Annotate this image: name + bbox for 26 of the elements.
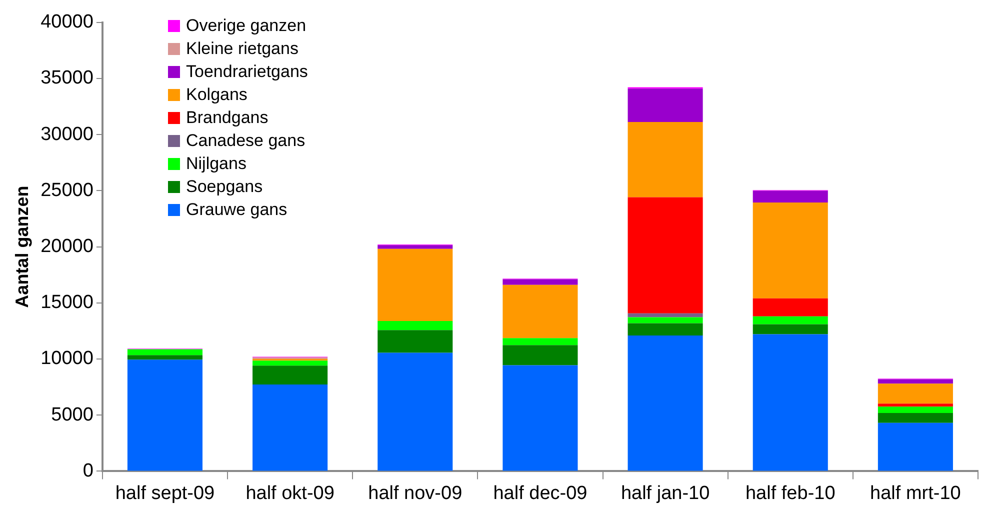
y-tick-label: 40000 [40, 12, 94, 33]
x-tick-label: half sept-09 [115, 482, 215, 504]
y-tick-label: 20000 [40, 236, 94, 258]
x-tick-label: half nov-09 [368, 482, 462, 504]
y-axis-title: Aantal ganzen [12, 186, 32, 308]
y-tick-label: 10000 [40, 348, 94, 370]
legend-label: Grauwe gans [186, 200, 288, 220]
x-tick-label: half jan-10 [620, 482, 710, 504]
legend-label: Kleine rietgans [186, 39, 298, 59]
x-tick-label: half dec-09 [493, 482, 588, 504]
legend-label: Nijlgans [186, 154, 246, 174]
x-tick-label: half mrt-10 [870, 482, 961, 504]
legend-label: Soepgans [186, 177, 263, 197]
y-tick-label: 5000 [51, 404, 94, 426]
legend-label: Brandgans [186, 108, 268, 128]
y-tick-label: 25000 [40, 180, 94, 201]
legend-label: Kolgans [186, 85, 248, 105]
legend-label: Canadese gans [186, 131, 306, 151]
y-tick-label: 0 [82, 460, 94, 482]
legend-label: Toendrarietgans [186, 62, 308, 82]
legend-label: Overige ganzen [186, 16, 306, 36]
y-tick-label: 35000 [40, 68, 94, 89]
x-tick-label: half feb-10 [745, 482, 836, 504]
y-tick-label: 30000 [40, 124, 94, 145]
y-tick-label: 15000 [40, 292, 94, 314]
x-tick-label: half okt-09 [246, 482, 334, 504]
